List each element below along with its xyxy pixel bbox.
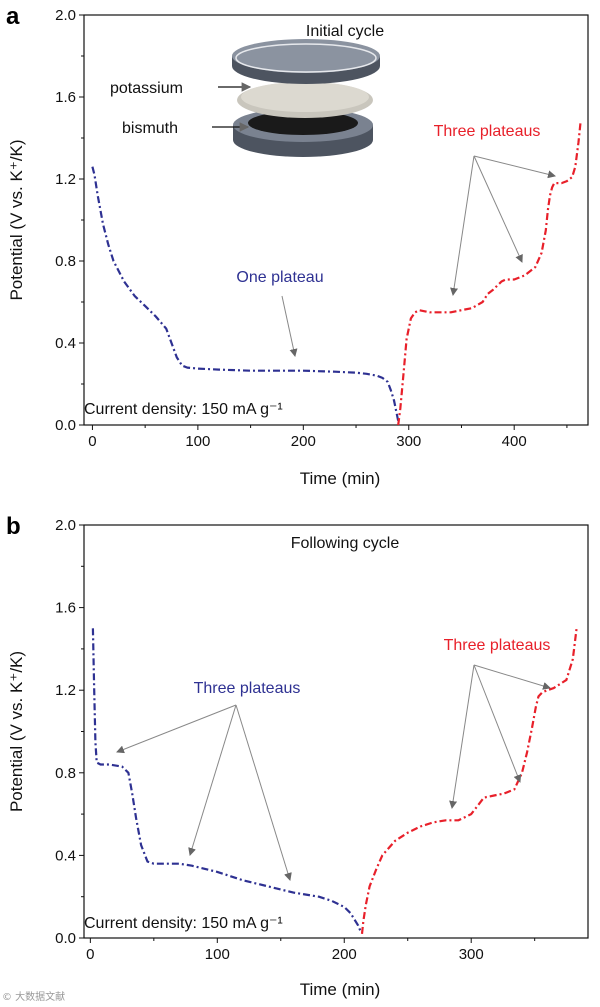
annotation-arrow: [473, 664, 522, 783]
y-tick-label: 0.0: [55, 930, 76, 947]
series-line-discharge: [91, 628, 362, 933]
current-density-label: Current density: 150 mA g⁻¹: [84, 401, 283, 418]
y-tick-label: 0.4: [55, 335, 76, 352]
x-tick-label: 0: [88, 433, 96, 450]
x-tick-label: 300: [396, 433, 421, 450]
annotation-arrow: [116, 704, 237, 754]
y-tick-label: 2.0: [55, 7, 76, 24]
panel-a: 0.0 0.4 0.8 1.2 1.6 2.0 0 100 200 300 400 Time (min…: [6, 3, 589, 488]
y-axis-title: Potential (V vs. K⁺/K): [7, 651, 26, 812]
annotation-arrow: [188, 704, 237, 856]
panel-b: 0.0 0.4 0.8 1.2 1.6 2.0 0 100 200 300 Time (min) Po…: [6, 513, 589, 999]
inset-label-potassium: potassium: [110, 80, 183, 97]
electrode-inset: potassium bismuth: [110, 39, 380, 157]
y-tick-label: 0.8: [55, 765, 76, 782]
top-cap-rim: [235, 43, 377, 73]
x-tick-label: 100: [205, 946, 230, 963]
x-tick-label: 300: [459, 946, 484, 963]
x-tick-label: 400: [502, 433, 527, 450]
y-tick-label: 1.6: [55, 89, 76, 106]
panel-letter: a: [6, 3, 20, 30]
y-tick-label: 0.8: [55, 253, 76, 270]
annotation-right: Three plateaus: [444, 637, 551, 654]
x-tick-label: 200: [332, 946, 357, 963]
y-tick-label: 2.0: [55, 517, 76, 534]
x-tick-label: 0: [86, 946, 94, 963]
annotation-arrow: [235, 704, 292, 881]
x-axis-title: Time (min): [300, 980, 381, 999]
annotation-arrow: [281, 295, 298, 357]
series-line-discharge: [91, 166, 400, 422]
top-cap-top: [232, 39, 380, 73]
plot-frame: [83, 524, 589, 939]
current-density-label: Current density: 150 mA g⁻¹: [84, 915, 283, 932]
annotation-arrow: [449, 664, 475, 809]
annotation-arrow: [450, 155, 475, 296]
annotation-left: One plateau: [236, 269, 323, 286]
y-tick-label: 1.6: [55, 600, 76, 617]
panel-letter: b: [6, 513, 21, 540]
annotation-left: Three plateaus: [194, 680, 301, 697]
y-tick-label: 0.0: [55, 417, 76, 434]
y-tick-label: 0.4: [55, 847, 76, 864]
annotation-right: Three plateaus: [434, 123, 541, 140]
potassium-layer-top: [241, 82, 369, 112]
annotation-arrow: [473, 664, 551, 690]
annotation-arrow: [473, 155, 556, 179]
y-tick-label: 1.2: [55, 682, 76, 699]
y-tick-label: 1.2: [55, 171, 76, 188]
watermark: © 大数据文献: [2, 992, 66, 1003]
series-line-charge: [397, 121, 582, 426]
panel-title: Following cycle: [291, 535, 400, 552]
y-axis-title: Potential (V vs. K⁺/K): [7, 139, 26, 300]
x-tick-label: 200: [291, 433, 316, 450]
series-line-charge: [360, 628, 578, 935]
inset-label-bismuth: bismuth: [122, 120, 178, 137]
panel-title: Initial cycle: [306, 23, 384, 40]
bismuth-layer: [248, 111, 358, 135]
annotation-arrow: [473, 155, 523, 263]
x-axis-title: Time (min): [300, 469, 381, 488]
x-tick-label: 100: [185, 433, 210, 450]
